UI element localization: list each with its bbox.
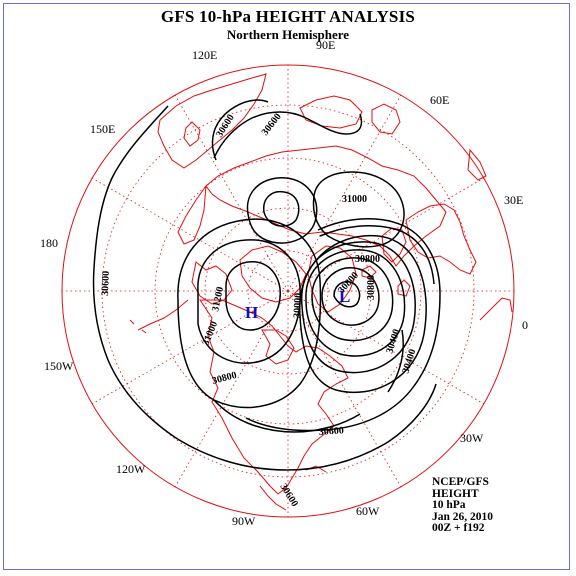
meridians — [62, 65, 514, 517]
coastline-japan — [183, 121, 201, 147]
contour-low-3 — [311, 257, 394, 342]
info-date: Jan 26, 2010 — [432, 510, 494, 523]
lon-label-90e: 90E — [316, 38, 336, 52]
coastline-india — [371, 103, 401, 135]
info-block: NCEP/GFS HEIGHT 10 hPa Jan 26, 2010 00Z … — [432, 476, 494, 535]
lon-label-60w: 60W — [356, 504, 380, 518]
contour-label: 30400 — [384, 328, 402, 355]
lon-label-150e: 150E — [90, 122, 116, 136]
contour-label: 30800 — [211, 370, 238, 387]
contour-30400-low — [299, 234, 427, 394]
coastline-central-america — [259, 485, 287, 511]
coastline-south-asia — [299, 95, 363, 129]
contour-30600-lower — [213, 399, 361, 433]
meridian-line — [174, 94, 289, 292]
low-center-marker: L — [339, 287, 350, 306]
lon-label-180: 180 — [40, 236, 58, 250]
lon-label-60e: 60E — [430, 93, 450, 107]
coastline-hawaii — [129, 319, 147, 334]
contour-low-inner — [333, 280, 361, 308]
coastline-europe — [405, 203, 477, 275]
contour-label: 30600 — [318, 425, 344, 438]
latitude-circle-45n — [154, 157, 422, 425]
contour-low-4 — [305, 249, 406, 357]
meridian-line — [287, 290, 485, 405]
coastline-greenland — [307, 245, 357, 313]
contour-label: 30800 — [366, 275, 377, 300]
coastline-aleutians — [137, 299, 189, 331]
contour-low-2 — [321, 267, 380, 326]
contour-label: 31000 — [201, 320, 221, 347]
coastline-british-isles — [397, 279, 411, 297]
contour-31000-siberia — [312, 171, 405, 248]
coastline-alaska — [191, 261, 233, 305]
contour-label: 30600 — [214, 113, 237, 140]
contour-30600-upper — [213, 111, 363, 159]
high-center-marker: H — [245, 303, 258, 322]
contour-labels: 30600 30600 31000 30800 31200 31000 3080… — [100, 111, 419, 508]
meridian-line — [91, 290, 289, 405]
meridian-line — [174, 290, 289, 488]
contour-label: 30600 — [100, 271, 112, 296]
contour-30600-low-outer — [319, 225, 435, 285]
latitude-circle-75n — [247, 250, 329, 332]
info-valid: 00Z + f192 — [432, 522, 485, 534]
coastline-arabia — [467, 148, 487, 181]
coastline-iceland — [361, 265, 377, 279]
contour-30600-outer — [92, 105, 437, 471]
coastline-kamchatka — [177, 184, 207, 245]
lon-label-120e: 120E — [192, 48, 218, 62]
contour-label: 30600 — [260, 111, 284, 137]
coastline-east-asia — [157, 73, 267, 169]
lon-label-30w: 30W — [460, 431, 484, 445]
lon-label-90w: 90W — [232, 514, 256, 528]
contour-30600-upper-left — [211, 99, 269, 161]
contour-30600-lower-right — [387, 329, 404, 393]
meridian-line — [287, 94, 402, 292]
contour-31000-high — [197, 239, 301, 364]
contour-30800-high — [177, 218, 322, 409]
contour-label: 31000 — [342, 194, 367, 205]
contour-label: 31200 — [210, 286, 226, 313]
contour-30800-around-small-high — [246, 177, 318, 244]
meridian-line — [287, 177, 485, 292]
lon-label-120w: 120W — [116, 462, 146, 476]
info-field: HEIGHT — [432, 487, 479, 500]
height-contours — [92, 99, 441, 471]
map-title: GFS 10-hPa HEIGHT ANALYSIS — [160, 7, 416, 26]
coastline-north-america — [199, 299, 349, 495]
coastline-africa — [479, 297, 513, 321]
contour-30800-small-high — [263, 190, 300, 227]
contour-label: 30800 — [355, 254, 380, 265]
contour-31200-high — [225, 261, 281, 331]
contour-label: 30000 — [292, 293, 304, 318]
map-subtitle: Northern Hemisphere — [226, 27, 350, 42]
meridian-line — [91, 177, 289, 292]
latitude-circle-60n — [204, 207, 372, 375]
contour-30800-low-outer — [245, 218, 441, 432]
lon-label-150w: 150W — [44, 359, 74, 373]
coastline-hudson-bay — [261, 329, 295, 365]
coastline-eurasia — [205, 145, 447, 267]
info-source: NCEP/GFS — [432, 476, 489, 488]
contour-label: 30600 — [277, 482, 300, 509]
coastlines — [129, 73, 513, 511]
meridian-line — [287, 290, 402, 488]
contour-low-5 — [301, 241, 416, 374]
figure-frame — [3, 3, 570, 570]
info-level: 10 hPa — [432, 499, 466, 511]
lon-label-30e: 30E — [504, 193, 524, 207]
lon-label-0: 0 — [522, 318, 528, 332]
